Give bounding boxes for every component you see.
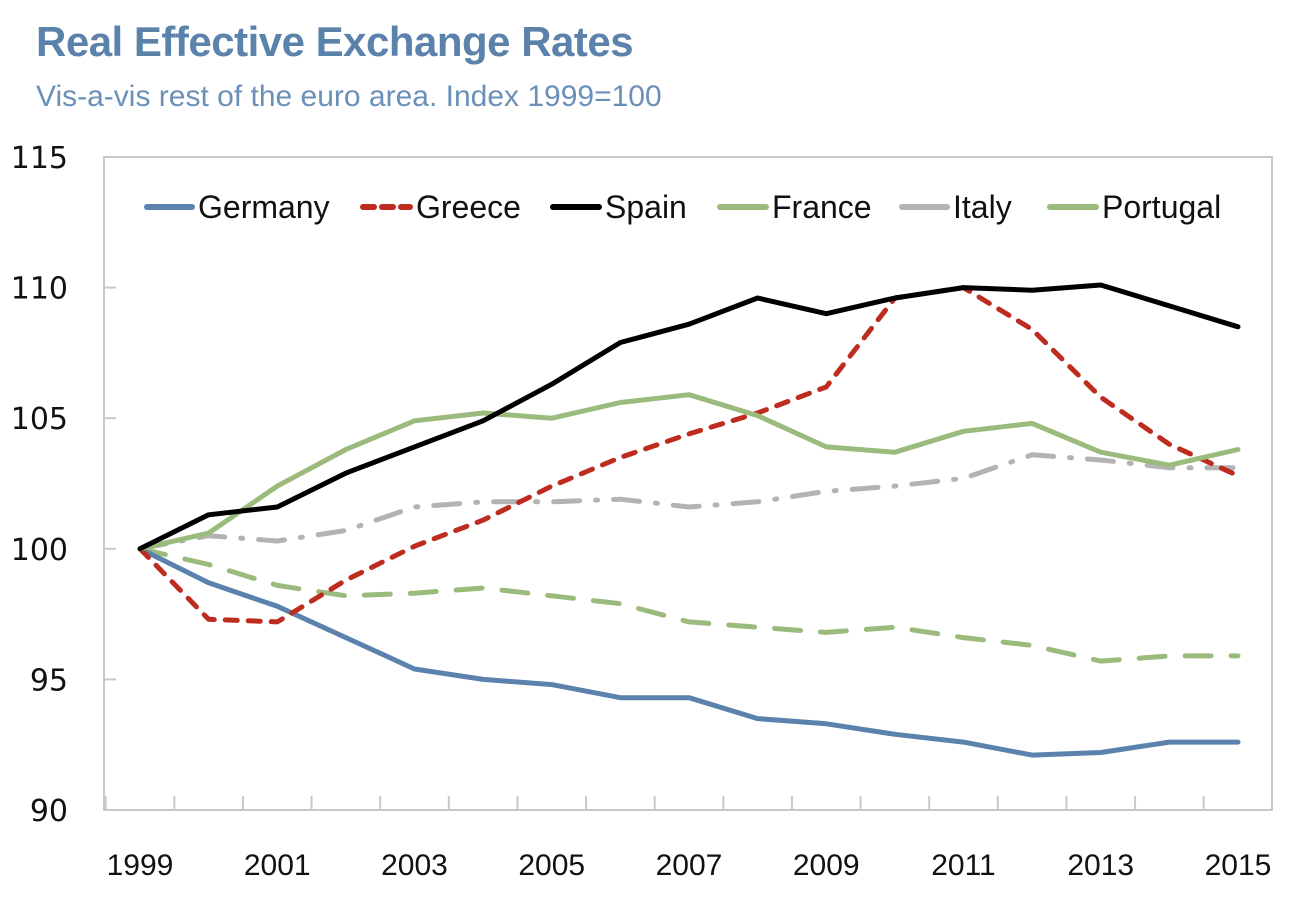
series-layer <box>137 282 1241 758</box>
axes: 90 95 100 105 110 115 1999 2001 2003 2005 2007 2009… <box>11 141 1273 882</box>
legend-label: France <box>772 189 872 225</box>
chart-subtitle: Vis-a-vis rest of the euro area. Index 1… <box>36 80 662 113</box>
legend-item-italy: Italy <box>899 189 1012 225</box>
legend-label: Greece <box>416 189 521 225</box>
legend-item-france: France <box>717 189 872 225</box>
plot-frame <box>103 156 1273 811</box>
legend-label: Germany <box>198 189 330 225</box>
x-tick-label: 1999 <box>107 849 174 882</box>
y-tick-label: 95 <box>30 663 68 698</box>
series-line-germany <box>137 546 1241 758</box>
legend-item-portugal: Portugal <box>1047 189 1221 225</box>
x-tick-label: 2003 <box>381 849 448 882</box>
legend-item-germany: Germany <box>144 189 330 225</box>
x-tick-label: 2005 <box>518 849 585 882</box>
y-tick-label: 115 <box>11 141 68 176</box>
x-tick-label: 2009 <box>793 849 860 882</box>
legend-label: Portugal <box>1102 189 1221 225</box>
series-line-spain <box>137 282 1241 552</box>
x-tick-label: 2007 <box>656 849 723 882</box>
x-tick-label: 2011 <box>931 849 996 882</box>
chart-title: Real Effective Exchange Rates <box>36 18 634 65</box>
series-line-france <box>137 392 1241 552</box>
series-line-greece <box>137 285 1241 625</box>
y-tick-label: 110 <box>11 272 68 307</box>
legend: Germany Greece Spain France Italy Portugal <box>144 189 1221 225</box>
legend-item-greece: Greece <box>360 189 521 225</box>
series-line-portugal <box>137 546 1241 664</box>
y-tick-label: 105 <box>11 402 68 437</box>
y-tick-label: 100 <box>11 533 68 568</box>
x-tick-label: 2015 <box>1205 849 1272 882</box>
legend-item-spain: Spain <box>550 189 687 225</box>
legend-label: Spain <box>605 189 687 225</box>
series-line-italy <box>137 452 1241 552</box>
legend-label: Italy <box>953 189 1012 225</box>
y-tick-label: 90 <box>30 794 68 829</box>
x-tick-label: 2001 <box>244 849 311 882</box>
x-tick-label: 2013 <box>1067 849 1134 882</box>
